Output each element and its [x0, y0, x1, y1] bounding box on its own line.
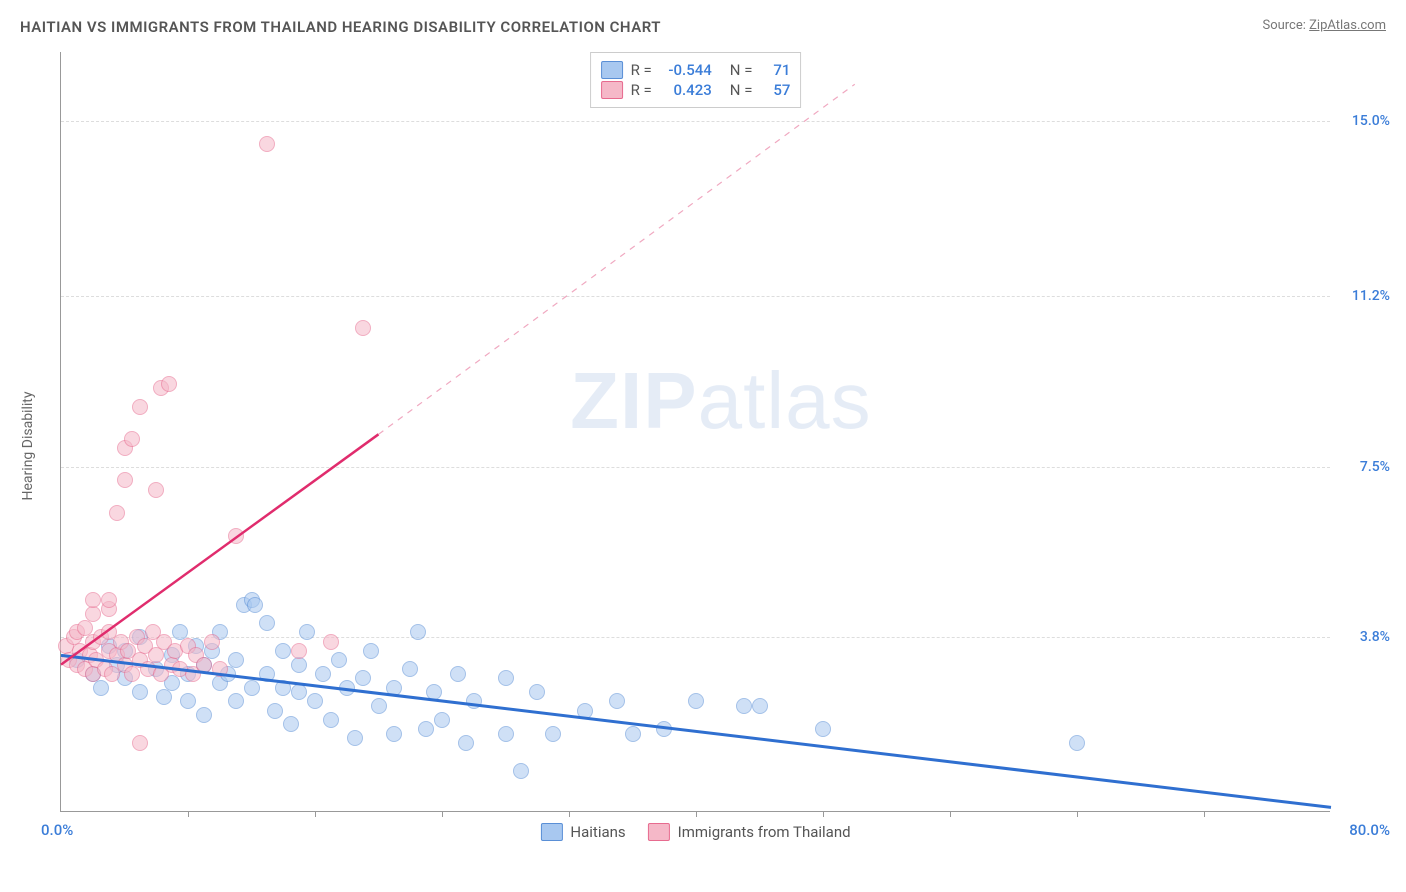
- y-tick-label: 15.0%: [1352, 113, 1390, 129]
- correlation-legend: R = -0.544 N = 71 R = 0.423 N = 57: [590, 52, 802, 108]
- y-axis-label: Hearing Disability: [20, 392, 36, 501]
- plot-area: ZIPatlas 3.8%7.5%11.2%15.0%0.0%80.0%R =-…: [60, 52, 1330, 812]
- chart-title: HAITIAN VS IMMIGRANTS FROM THAILAND HEAR…: [20, 18, 661, 36]
- legend-swatch: [601, 61, 623, 79]
- r-label: R =: [631, 81, 652, 99]
- y-tick-label: 11.2%: [1352, 288, 1390, 304]
- r-value: -0.544: [660, 61, 712, 79]
- legend-swatch: [540, 823, 562, 841]
- series-name: Haitians: [570, 823, 625, 841]
- r-value: 0.423: [660, 81, 712, 99]
- series-name: Immigrants from Thailand: [678, 823, 851, 841]
- legend-swatch: [648, 823, 670, 841]
- legend-swatch: [601, 81, 623, 99]
- y-tick-label: 7.5%: [1360, 459, 1390, 475]
- chart-container: HAITIAN VS IMMIGRANTS FROM THAILAND HEAR…: [0, 0, 1406, 892]
- n-value: 71: [760, 61, 790, 79]
- source-attribution: Source: ZipAtlas.com: [1262, 18, 1386, 33]
- n-value: 57: [760, 81, 790, 99]
- trend-line: [61, 434, 379, 664]
- trend-line: [379, 84, 855, 434]
- series-legend: Haitians Immigrants from Thailand: [540, 823, 850, 841]
- series-legend-item: Immigrants from Thailand: [648, 823, 851, 841]
- source-prefix: Source:: [1262, 18, 1309, 33]
- n-label: N =: [730, 61, 753, 79]
- x-axis-max-label: 80.0%: [1349, 821, 1390, 839]
- correlation-legend-row: R = -0.544 N = 71: [601, 61, 791, 79]
- correlation-legend-row: R = 0.423 N = 57: [601, 81, 791, 99]
- source-link[interactable]: ZipAtlas.com: [1309, 18, 1386, 33]
- series-legend-item: Haitians: [540, 823, 625, 841]
- trend-overlay: [61, 52, 1331, 812]
- n-label: N =: [730, 81, 753, 99]
- trend-line: [61, 655, 1331, 807]
- x-axis-min-label: 0.0%: [41, 821, 73, 839]
- r-label: R =: [631, 61, 652, 79]
- y-tick-label: 3.8%: [1360, 629, 1390, 645]
